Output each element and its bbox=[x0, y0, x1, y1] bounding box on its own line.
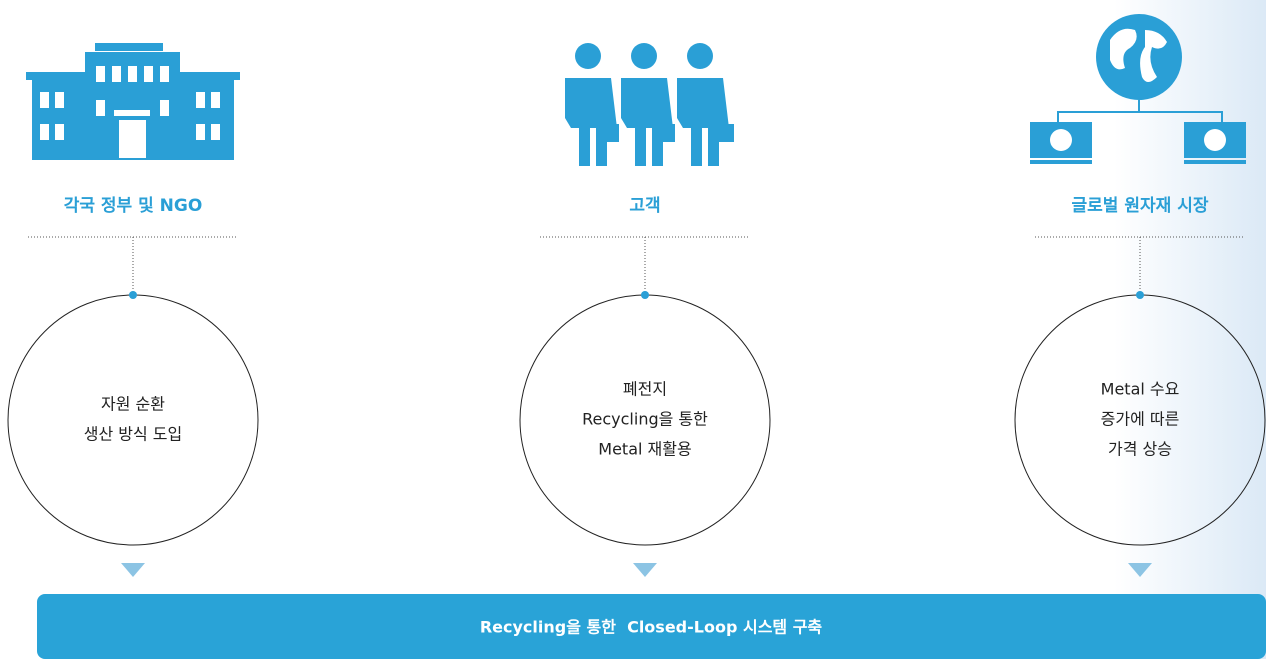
arrow bbox=[1128, 563, 1152, 577]
column-title: 고객 bbox=[629, 196, 660, 216]
footer-bar bbox=[37, 594, 1266, 659]
building-icon bbox=[26, 43, 240, 160]
people-icon bbox=[565, 43, 734, 166]
circle-text: 증가에 따른 bbox=[1101, 410, 1180, 429]
dot bbox=[1136, 291, 1144, 299]
arrow bbox=[121, 563, 145, 577]
circle-text: 폐전지 bbox=[623, 380, 667, 399]
circle-text: 자원 순환 bbox=[101, 395, 165, 414]
footer-text: Recycling을 통한 Closed-Loop 시스템 구축 bbox=[480, 618, 823, 637]
arrow bbox=[633, 563, 657, 577]
circle-text: Metal 재활용 bbox=[598, 440, 691, 459]
circle-text: 생산 방식 도입 bbox=[84, 425, 183, 444]
circle-text: Recycling을 통한 bbox=[582, 410, 708, 429]
dot bbox=[641, 291, 649, 299]
circle-text: 가격 상승 bbox=[1108, 440, 1172, 459]
dot bbox=[129, 291, 137, 299]
column-title: 각국 정부 및 NGO bbox=[64, 196, 203, 216]
market-icon bbox=[1030, 14, 1246, 164]
column-title: 글로벌 원자재 시장 bbox=[1072, 196, 1209, 216]
circle-text: Metal 수요 bbox=[1101, 380, 1180, 399]
